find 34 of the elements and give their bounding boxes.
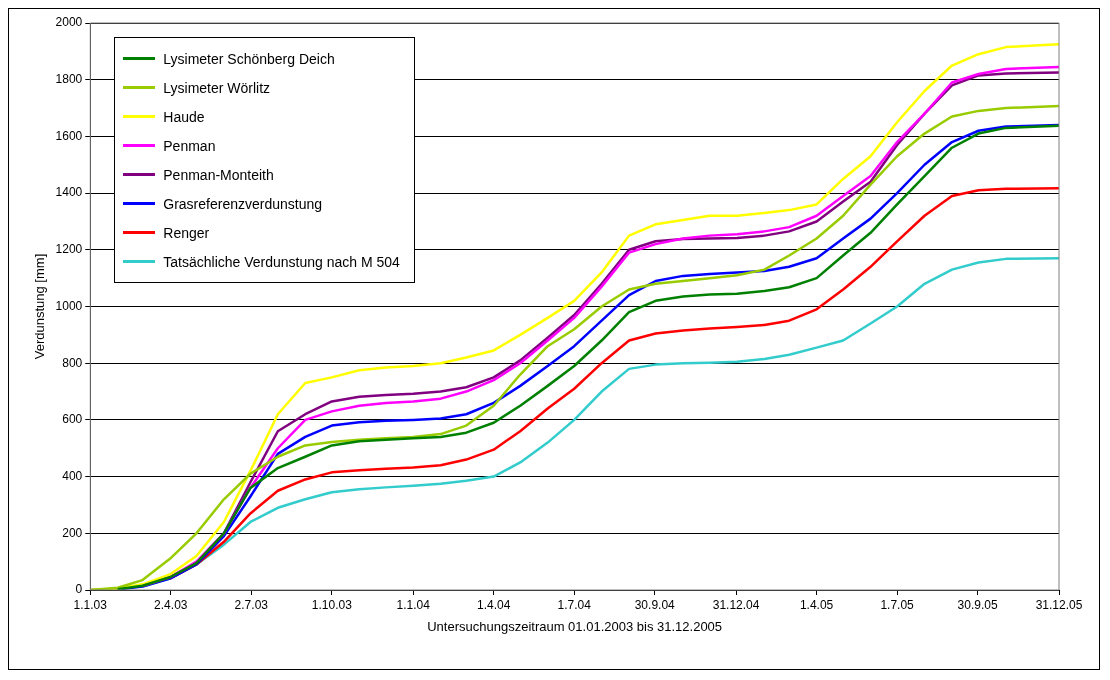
x-tick-label: 1.1.04 xyxy=(396,597,431,612)
y-tick-label: 1000 xyxy=(55,298,83,313)
x-tick-label: 31.12.04 xyxy=(712,597,760,612)
legend-label: Tatsächliche Verdunstung nach M 504 xyxy=(163,253,400,270)
legend-label: Renger xyxy=(163,224,210,241)
y-tick-label: 1200 xyxy=(55,242,83,257)
x-axis-title: Untersuchungszeitraum 01.01.2003 bis 31.12.2005 xyxy=(427,618,723,634)
x-tick-label: 1.10.03 xyxy=(311,597,353,612)
legend-label: Grasreferenzverdunstung xyxy=(163,195,323,212)
y-tick-label: 200 xyxy=(62,525,83,540)
y-tick-label: 1800 xyxy=(55,72,83,87)
x-tick-label: 1.4.05 xyxy=(799,597,834,612)
legend-label: Haude xyxy=(163,108,205,125)
y-tick-label: 1600 xyxy=(55,128,83,143)
legend-label: Penman-Monteith xyxy=(163,166,274,183)
y-tick-label: 800 xyxy=(62,355,83,370)
y-tick-label: 2000 xyxy=(55,15,83,30)
x-tick-label: 2.7.03 xyxy=(234,597,269,612)
legend-label: Lysimeter Wörlitz xyxy=(163,79,271,96)
legend-label: Lysimeter Schönberg Deich xyxy=(163,50,335,67)
x-tick-label: 1.7.04 xyxy=(557,597,592,612)
x-tick-label: 1.4.04 xyxy=(477,597,511,612)
x-tick-label: 1.1.03 xyxy=(73,597,108,612)
x-tick-label: 1.7.05 xyxy=(880,597,915,612)
x-tick-label: 30.9.04 xyxy=(634,597,676,612)
y-tick-label: 0 xyxy=(75,582,83,597)
y-tick-label: 600 xyxy=(62,412,83,427)
legend-label: Penman xyxy=(163,137,216,154)
y-axis-title: Verdunstung [mm] xyxy=(32,253,48,360)
x-tick-label: 31.12.05 xyxy=(1035,597,1083,612)
y-tick-label: 400 xyxy=(62,468,83,483)
x-tick-label: 30.9.05 xyxy=(957,597,998,612)
x-tick-label: 2.4.03 xyxy=(154,597,188,612)
y-tick-label: 1400 xyxy=(55,185,83,200)
